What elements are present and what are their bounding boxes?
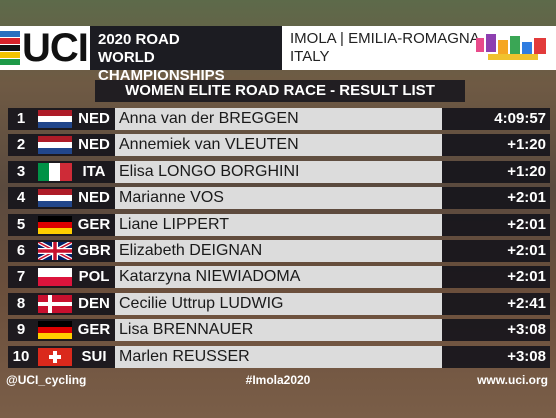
footer-url: www.uci.org	[477, 373, 548, 387]
position: 2	[16, 136, 26, 154]
position: 8	[16, 294, 26, 312]
result-row: 7 POL Katarzyna NIEWIADOMA +2:01	[8, 266, 550, 289]
nation: DEN	[78, 294, 110, 312]
time: 4:09:57	[494, 110, 546, 127]
flag	[38, 162, 72, 181]
flag	[38, 321, 72, 340]
logo: UCI	[22, 26, 89, 70]
time: +2:01	[507, 215, 546, 233]
time: +2:41	[507, 294, 546, 312]
result-row: 1 NED Anna van der BREGGEN 4:09:57	[8, 108, 550, 130]
position: 10	[12, 347, 30, 365]
title: WOMEN ELITE ROAD RACE - RESULT LIST	[95, 80, 465, 102]
time: +2:01	[507, 268, 546, 286]
flag	[38, 189, 72, 208]
nation: SUI	[81, 347, 107, 365]
result-row: 9 GER Lisa BRENNAUER +3:08	[8, 319, 550, 342]
event-line: 2020 ROAD	[98, 31, 180, 48]
rider-name: Lisa BRENNAUER	[115, 319, 442, 342]
nation: NED	[78, 136, 110, 154]
rider-name: Marlen REUSSER	[115, 345, 442, 368]
nation: NED	[78, 189, 110, 207]
nation: GER	[77, 321, 111, 339]
rider-name: Cecilie Uttrup LUDWIG	[115, 292, 442, 315]
result-row: 8 DEN Cecilie Uttrup LUDWIG +2:41	[8, 292, 550, 315]
nation: POL	[78, 268, 110, 286]
result-row: 2 NED Annemiek van VLEUTEN +1:20	[8, 134, 550, 157]
flag	[38, 110, 72, 128]
position: 3	[16, 162, 26, 180]
position: 9	[16, 321, 26, 339]
result-row: 3 ITA Elisa LONGO BORGHINI +1:20	[8, 160, 550, 183]
position: 6	[16, 242, 26, 259]
flag	[38, 215, 72, 234]
rider-name: Marianne VOS	[115, 187, 442, 210]
rider-name: Katarzyna NIEWIADOMA	[115, 266, 442, 289]
rider-name: Anna van der BREGGEN	[115, 108, 442, 130]
nation: ITA	[82, 162, 106, 180]
position: 1	[16, 110, 26, 127]
result-row: 6 GBR Elizabeth DEIGNAN +2:01	[8, 240, 550, 262]
footer-handle: @UCI_cycling	[6, 373, 87, 387]
time: +1:20	[507, 162, 546, 180]
result-row: 10 SUI Marlen REUSSER +3:08	[8, 345, 550, 368]
event-line: WORLD CHAMPIONSHIPS	[98, 49, 225, 84]
result-row: 5 GER Liane LIPPERT +2:01	[8, 213, 550, 236]
location-line: ITALY	[290, 48, 330, 65]
event-box: 2020 ROAD WORLD CHAMPIONSHIPS	[90, 26, 282, 84]
footer-hashtag: #Imola2020	[245, 373, 311, 387]
flag	[38, 294, 72, 313]
rider-name: Annemiek van VLEUTEN	[115, 134, 442, 157]
position: 7	[16, 268, 26, 286]
time: +2:01	[507, 189, 546, 207]
time: +2:01	[507, 242, 546, 259]
rider-name: Elisa LONGO BORGHINI	[115, 160, 442, 183]
nation: GBR	[77, 242, 111, 259]
flag	[38, 242, 72, 260]
position: 4	[16, 189, 26, 207]
time: +1:20	[507, 136, 546, 154]
result-row: 4 NED Marianne VOS +2:01	[8, 187, 550, 210]
time: +3:08	[507, 321, 546, 339]
nation: GER	[77, 215, 111, 233]
flag	[38, 347, 72, 366]
region-logo	[476, 34, 546, 60]
rider-name: Elizabeth DEIGNAN	[115, 240, 442, 262]
flag	[38, 268, 72, 287]
flag	[38, 136, 72, 155]
position: 5	[16, 215, 26, 233]
location: IMOLA | EMILIA-ROMAGNA ITALY	[290, 30, 480, 66]
rider-name: Liane LIPPERT	[115, 213, 442, 236]
location-line: IMOLA | EMILIA-ROMAGNA	[290, 30, 480, 47]
uci-stripes	[0, 31, 20, 65]
time: +3:08	[507, 347, 546, 365]
nation: NED	[78, 110, 110, 127]
